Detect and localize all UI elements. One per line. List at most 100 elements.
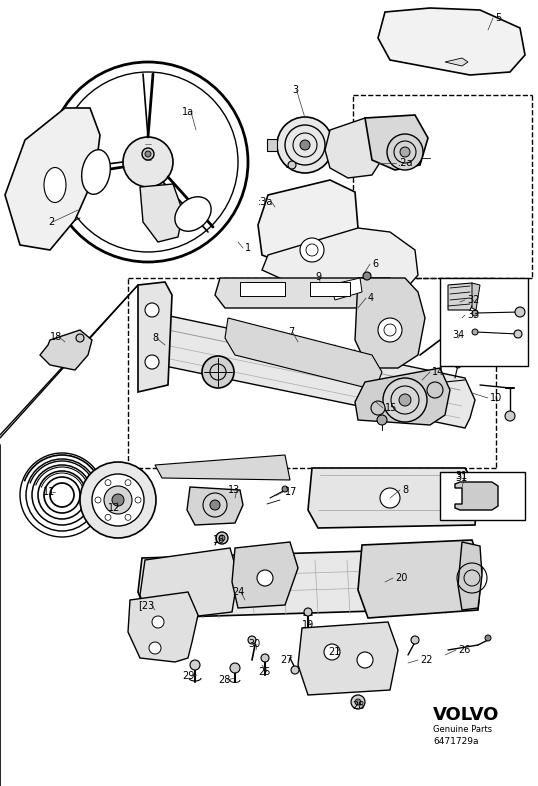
- Polygon shape: [5, 108, 100, 250]
- Text: 8: 8: [152, 333, 158, 343]
- Circle shape: [371, 401, 385, 415]
- Circle shape: [135, 497, 141, 503]
- Polygon shape: [455, 482, 498, 510]
- Text: 32: 32: [467, 295, 479, 305]
- Circle shape: [92, 474, 144, 526]
- Circle shape: [125, 514, 131, 520]
- Circle shape: [288, 161, 296, 169]
- Text: 15: 15: [385, 403, 398, 413]
- Text: Genuine Parts: Genuine Parts: [433, 725, 492, 734]
- Text: 17: 17: [285, 487, 298, 497]
- Circle shape: [145, 151, 151, 157]
- Bar: [440, 278, 528, 366]
- Circle shape: [105, 479, 111, 486]
- Bar: [440, 472, 525, 520]
- Text: 8: 8: [402, 485, 408, 495]
- Circle shape: [514, 330, 522, 338]
- Circle shape: [219, 535, 225, 541]
- Polygon shape: [128, 592, 198, 662]
- Circle shape: [380, 488, 400, 508]
- Circle shape: [80, 462, 156, 538]
- Circle shape: [485, 635, 491, 641]
- Text: 31: 31: [455, 471, 467, 481]
- Circle shape: [142, 148, 154, 160]
- Circle shape: [190, 660, 200, 670]
- Polygon shape: [325, 118, 388, 178]
- Polygon shape: [330, 278, 362, 300]
- Circle shape: [149, 642, 161, 654]
- Circle shape: [257, 570, 273, 586]
- Ellipse shape: [175, 196, 211, 231]
- Text: 2: 2: [48, 217, 54, 227]
- Text: 18: 18: [50, 332, 62, 342]
- Text: VOLVO: VOLVO: [433, 706, 499, 724]
- Circle shape: [145, 303, 159, 317]
- Polygon shape: [358, 540, 482, 618]
- Text: 9: 9: [315, 272, 321, 282]
- Text: 13: 13: [228, 485, 240, 495]
- Circle shape: [95, 497, 101, 503]
- Text: 1a: 1a: [182, 107, 194, 117]
- Circle shape: [351, 695, 365, 709]
- Polygon shape: [225, 318, 382, 390]
- Circle shape: [202, 356, 234, 388]
- Text: 30: 30: [248, 639, 260, 649]
- Text: 6: 6: [372, 259, 378, 269]
- Circle shape: [377, 415, 387, 425]
- Polygon shape: [240, 282, 285, 296]
- Text: 20: 20: [395, 573, 407, 583]
- Text: 11: 11: [43, 487, 55, 497]
- Polygon shape: [40, 330, 92, 370]
- Polygon shape: [472, 283, 480, 310]
- Text: 7: 7: [288, 327, 294, 337]
- Circle shape: [277, 117, 333, 173]
- Circle shape: [248, 636, 256, 644]
- Circle shape: [455, 362, 461, 368]
- Circle shape: [105, 514, 111, 520]
- Text: 21: 21: [328, 647, 341, 657]
- Text: 34: 34: [452, 330, 464, 340]
- Circle shape: [363, 272, 371, 280]
- Polygon shape: [298, 622, 398, 695]
- Circle shape: [300, 140, 310, 150]
- Text: 22: 22: [420, 655, 433, 665]
- Circle shape: [104, 486, 132, 514]
- Polygon shape: [262, 228, 418, 295]
- Circle shape: [145, 355, 159, 369]
- Circle shape: [216, 532, 228, 544]
- Text: 4: 4: [368, 293, 374, 303]
- Polygon shape: [355, 278, 425, 368]
- Circle shape: [400, 147, 410, 157]
- Polygon shape: [355, 368, 450, 425]
- Circle shape: [355, 699, 361, 705]
- Circle shape: [515, 307, 525, 317]
- Polygon shape: [458, 542, 482, 610]
- Text: 10: 10: [490, 393, 502, 403]
- Circle shape: [123, 137, 173, 187]
- Text: 6471729a: 6471729a: [433, 737, 478, 747]
- Text: [23: [23: [138, 600, 154, 610]
- Text: 27: 27: [280, 655, 293, 665]
- Polygon shape: [232, 542, 298, 608]
- Text: 19: 19: [302, 620, 314, 630]
- Circle shape: [427, 382, 443, 398]
- Circle shape: [112, 494, 124, 506]
- Circle shape: [387, 134, 423, 170]
- Polygon shape: [187, 487, 243, 525]
- Polygon shape: [148, 315, 475, 428]
- Circle shape: [282, 486, 288, 492]
- Circle shape: [125, 479, 131, 486]
- Circle shape: [399, 394, 411, 406]
- Circle shape: [505, 411, 515, 421]
- Circle shape: [378, 318, 402, 342]
- Circle shape: [261, 654, 269, 662]
- Ellipse shape: [44, 167, 66, 203]
- Text: 3: 3: [292, 85, 298, 95]
- Polygon shape: [333, 139, 343, 151]
- Text: 31: 31: [455, 473, 467, 483]
- Polygon shape: [138, 548, 478, 618]
- Text: 29: 29: [182, 671, 194, 681]
- Polygon shape: [140, 184, 183, 242]
- Text: :3a: :3a: [258, 197, 273, 207]
- Polygon shape: [448, 283, 476, 310]
